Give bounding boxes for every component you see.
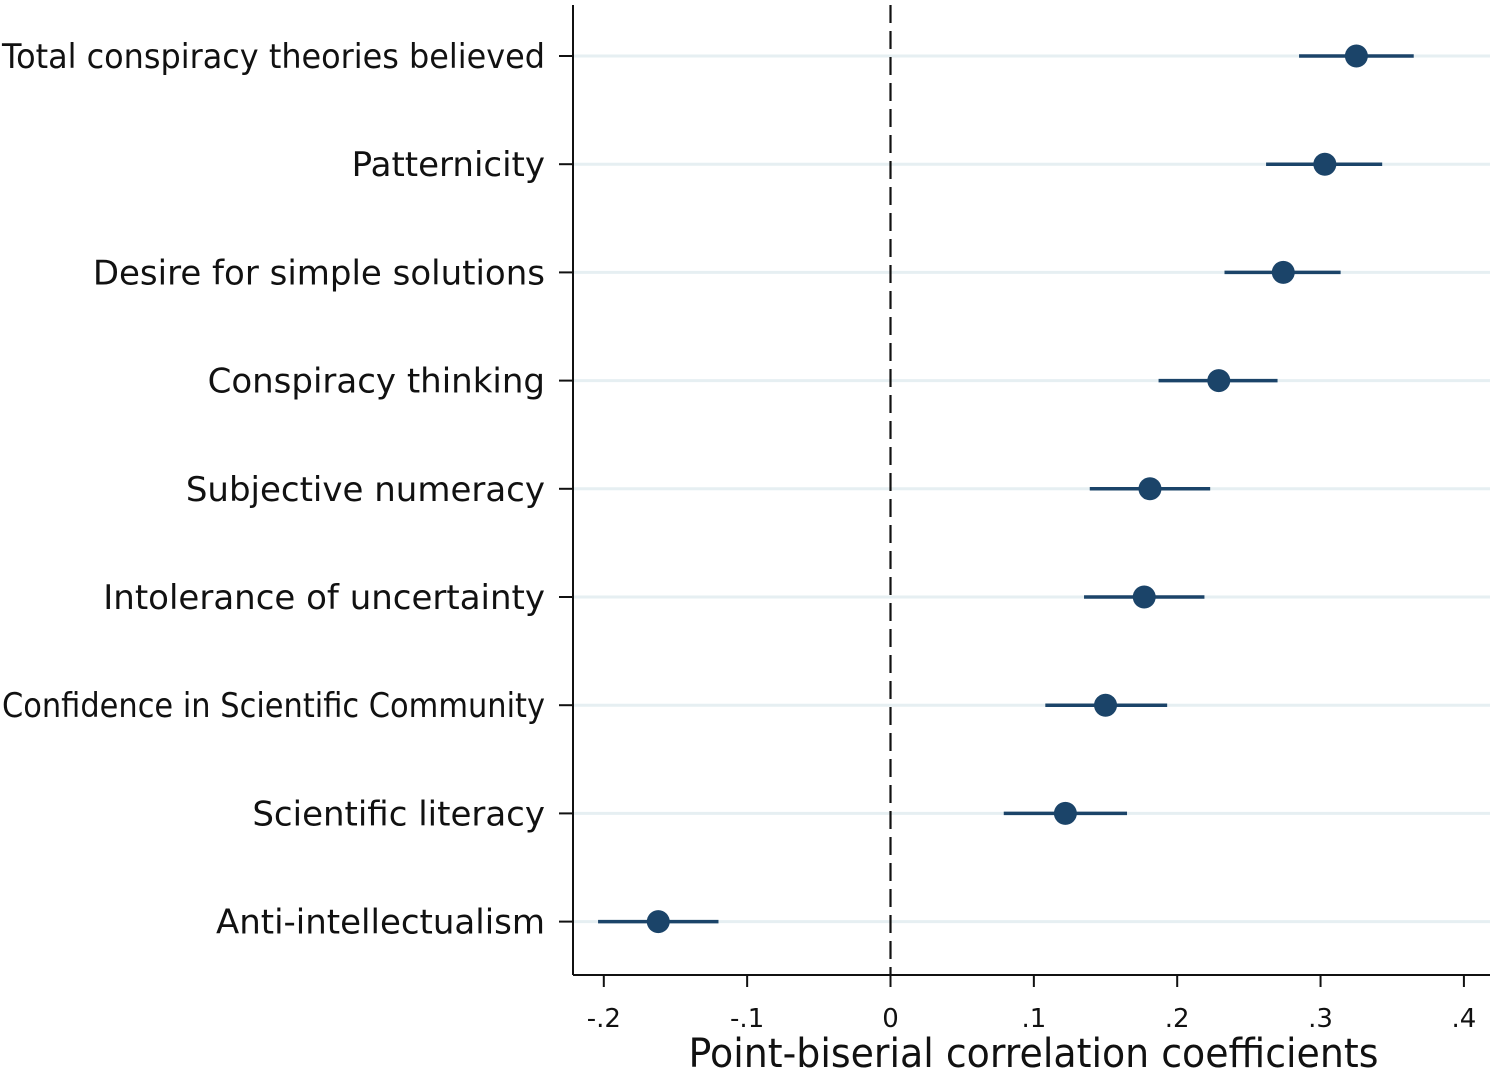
coefficient-point [1271,260,1295,284]
x-tick-label: .4 [1451,1004,1476,1034]
y-tick-label: Anti-intellectualism [216,903,545,943]
y-tick-label: Patternicity [352,145,545,185]
y-axis-ticks: Total conspiracy theories believed Patter… [1,37,573,943]
gridlines [573,54,1490,924]
x-tick-label: 0 [882,1004,899,1034]
y-tick-label: Conspiracy thinking [208,362,545,402]
data-marks [598,44,1414,934]
coefficient-point [1094,693,1118,717]
coefficient-point [1313,152,1337,176]
y-tick-label: Scientific literacy [252,794,545,834]
y-tick-label: Confidence in Scientific Community [2,686,545,726]
coefficient-point [646,910,670,934]
y-tick-label: Total conspiracy theories believed [1,37,545,77]
x-tick-label: -.1 [730,1004,764,1034]
x-tick-label: .2 [1165,1004,1190,1034]
coefficient-point [1132,585,1156,609]
coefficient-point [1344,44,1368,68]
coefficient-point [1207,369,1231,393]
coefficient-point [1138,477,1162,501]
y-tick-label: Subjective numeracy [186,470,545,510]
x-axis-ticks: -.2 -.1 0 .1 .2 .3 .4 [587,975,1476,1034]
x-tick-label: .1 [1021,1004,1046,1034]
x-axis-title: Point-biserial correlation coefficients [689,1031,1379,1074]
x-tick-label: -.2 [587,1004,621,1034]
y-tick-label: Intolerance of uncertainty [103,578,545,618]
coefficient-point [1053,801,1077,825]
x-tick-label: .3 [1308,1004,1333,1034]
y-tick-label: Desire for simple solutions [93,253,545,293]
